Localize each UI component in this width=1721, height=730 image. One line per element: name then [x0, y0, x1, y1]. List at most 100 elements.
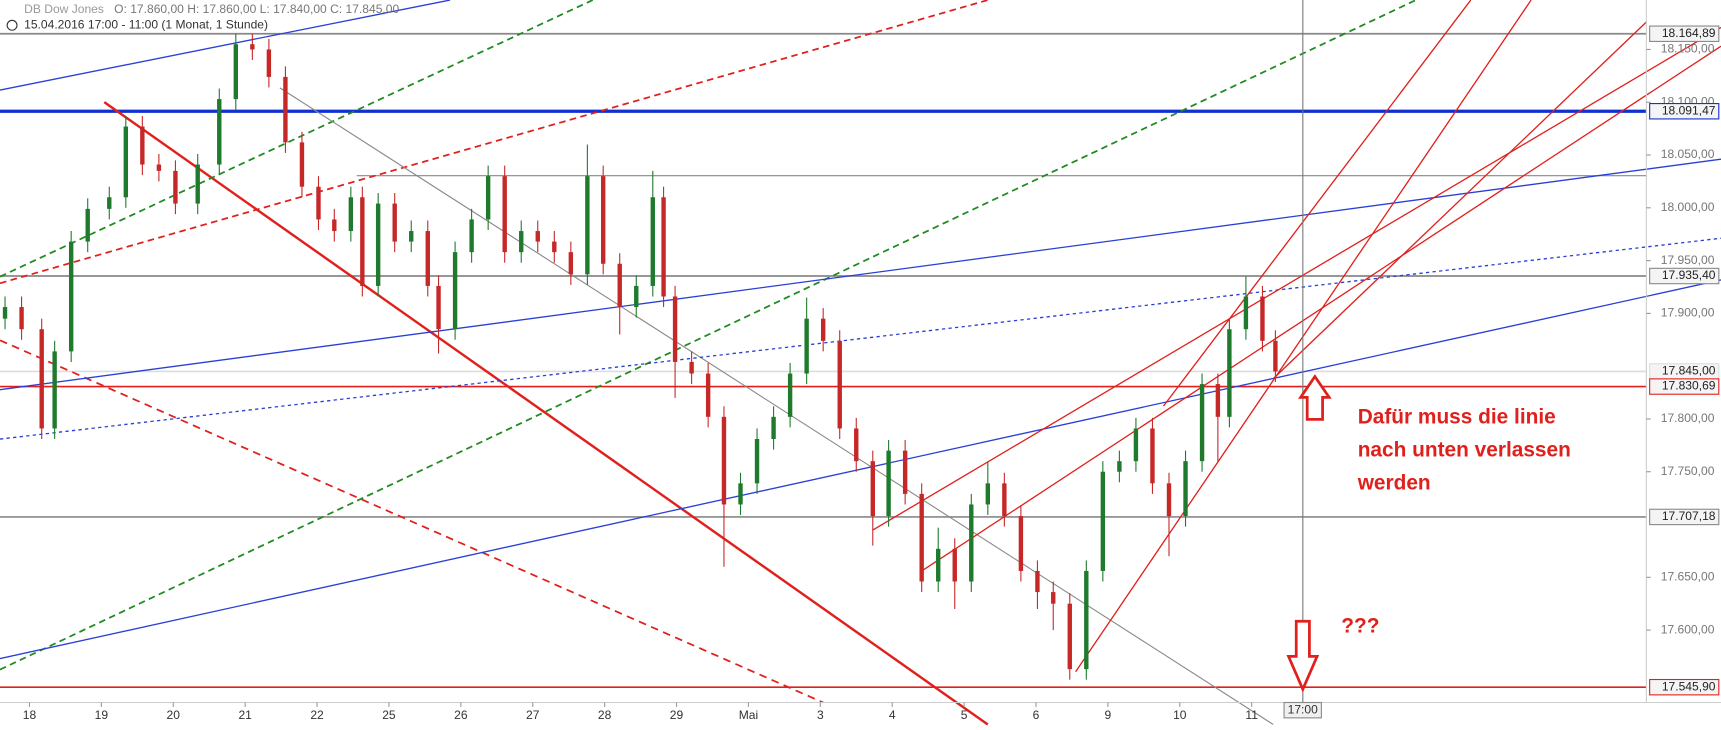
candle-body [425, 231, 430, 286]
candle-body [85, 208, 90, 242]
y-tick-label: 17.750,00 [1661, 464, 1715, 478]
y-tick-label: 18.000,00 [1661, 200, 1715, 214]
y-tick-label: 17.900,00 [1661, 306, 1715, 320]
candle-body [952, 548, 957, 582]
candle-body [1166, 483, 1172, 517]
price-label-box [1649, 508, 1720, 526]
ohlc-info: O: 17.860,00 H: 17.860,00 L: 17.840,00 C… [114, 2, 399, 16]
arrow-up [1298, 374, 1332, 421]
y-tick-label: 17.600,00 [1661, 622, 1715, 636]
candle-body [650, 197, 655, 286]
x-tick-label: 20 [167, 708, 181, 722]
y-tick-label: 18.150,00 [1661, 42, 1715, 56]
x-tick-label: 11 [1245, 708, 1258, 722]
candle-body [360, 197, 365, 286]
candle-body [217, 99, 222, 165]
candle-body [19, 307, 24, 330]
candle-body [672, 296, 678, 362]
candle-body [585, 176, 590, 275]
candle-body [1100, 471, 1106, 571]
candle-body [535, 231, 540, 242]
candle-body [375, 203, 381, 286]
candle-body [919, 493, 924, 582]
candle-body [52, 351, 57, 429]
y-tick-label: 18.050,00 [1661, 147, 1715, 161]
candle-body [299, 142, 305, 187]
candle-body [1084, 570, 1089, 670]
x-tick-label: 21 [238, 708, 252, 722]
candle-body [1018, 516, 1024, 571]
candle-body [233, 44, 239, 100]
candle-body [409, 231, 414, 242]
x-tick-label: 25 [382, 708, 396, 722]
price-label-box [1649, 378, 1720, 395]
price-label: 18.164,89 [1662, 26, 1716, 40]
trend-line [0, 339, 824, 704]
trend-line [103, 101, 989, 726]
chart-title: DB Dow Jones [24, 2, 104, 16]
trend-line [0, 0, 989, 285]
candle-body [2, 307, 8, 319]
x-tick-label: 19 [95, 708, 109, 722]
candle-body [156, 164, 162, 171]
candle-body [1199, 384, 1205, 462]
annotation: werden [1357, 472, 1431, 495]
candle-body [886, 450, 891, 517]
candle-body [502, 176, 507, 253]
candle-body [266, 49, 272, 77]
x-tick-label: 9 [1105, 708, 1112, 722]
candle-body [283, 76, 288, 143]
y-tick-label: 17.950,00 [1661, 253, 1715, 267]
x-tick-label: 10 [1173, 708, 1187, 722]
candle-body [68, 241, 74, 352]
trend-line [0, 0, 451, 91]
candle-body [854, 428, 859, 462]
x-tick-label: 18 [23, 708, 37, 722]
x-tick-label: 26 [454, 708, 468, 722]
candle-body [485, 176, 491, 220]
candle-body [936, 548, 941, 582]
candle-body [436, 285, 441, 330]
x-tick-label: 3 [817, 708, 824, 722]
x-tick-label: Mai [739, 708, 758, 722]
trend-line [279, 87, 1274, 725]
price-label: 17.830,69 [1662, 379, 1716, 393]
x-tick-label: 27 [526, 708, 540, 722]
price-label: 17.707,18 [1662, 509, 1716, 523]
x-tick-label: 5 [961, 708, 968, 722]
x-tick-label: 29 [670, 708, 684, 722]
candle-body [837, 340, 842, 429]
candle-body [754, 439, 760, 484]
candle-body [804, 318, 809, 374]
price-label-box [1649, 678, 1720, 696]
trend-line [872, 26, 1721, 531]
candle-body [1243, 296, 1249, 330]
price-label: 17.935,40 [1662, 268, 1716, 282]
candle-body [250, 44, 255, 50]
candle-body [552, 241, 557, 253]
candle-body [820, 318, 826, 341]
price-label: 18.091,47 [1662, 103, 1716, 117]
price-label: 17.845,00 [1662, 364, 1716, 378]
price-label-box [1649, 103, 1720, 120]
cursor-label: 17:00 [1288, 702, 1318, 716]
candle-body [39, 329, 44, 429]
candle-body [705, 373, 711, 417]
arrow-down [1286, 619, 1320, 693]
candle-body [787, 373, 793, 417]
trend-line [1162, 0, 1472, 407]
x-tick-label: 6 [1033, 708, 1040, 722]
candle-body [173, 170, 178, 204]
candle-body [771, 416, 776, 440]
candle-body [1227, 329, 1232, 417]
annotation: Dafür muss die linie [1358, 406, 1556, 429]
candle-body [661, 197, 666, 297]
y-tick-label: 17.650,00 [1661, 569, 1715, 583]
candle-body [1051, 592, 1056, 604]
candle-body [902, 450, 908, 494]
clock-icon [6, 19, 18, 31]
candle-body [870, 461, 875, 517]
